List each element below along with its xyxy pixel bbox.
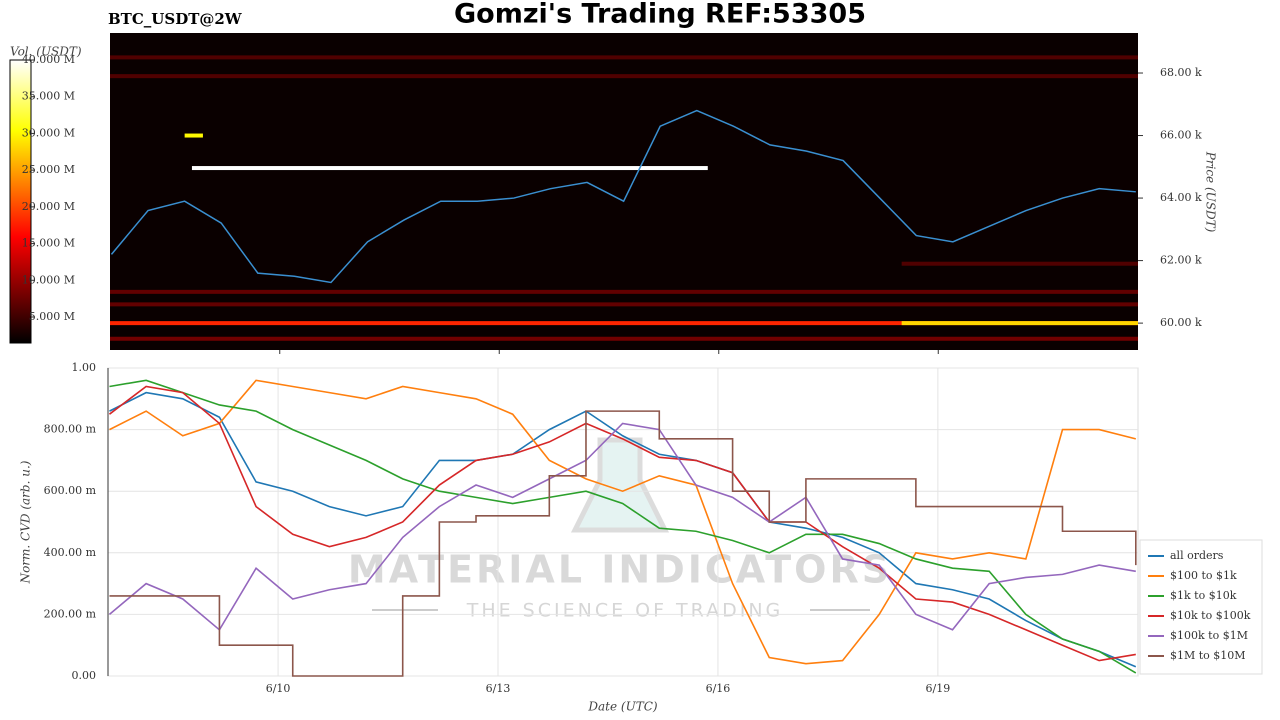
watermark: MATERIAL INDICATORS: [348, 548, 892, 592]
y-tick-label: 0.00: [72, 669, 97, 682]
heatmap-band: [110, 74, 1138, 79]
legend: [1139, 539, 1263, 675]
colorbar-tick-label: 25.000 M: [22, 163, 75, 176]
colorbar-tick-label: 5.000 M: [29, 310, 75, 323]
x-tick-label: 6/13: [486, 682, 511, 695]
heatmap-band: [110, 55, 1138, 60]
colorbar: [9, 59, 32, 344]
series-line: [108, 422, 1136, 632]
legend-label: all orders: [1170, 549, 1224, 562]
series-line: [109, 379, 1136, 665]
heatmap-band: [184, 133, 203, 138]
y-tick-label: 62.00 k: [1160, 254, 1202, 267]
heatmap-band: [901, 321, 1138, 326]
series-line: [109, 410, 1137, 677]
heatmap-band: [110, 302, 1138, 307]
x-axis-label: Date (UTC): [587, 700, 657, 714]
y-tick-label: 68.00 k: [1160, 66, 1202, 79]
watermark-logo: [570, 437, 670, 533]
series-line: [108, 385, 1136, 662]
x-tick-label: 6/16: [706, 682, 731, 695]
chart-title: Gomzi's Trading REF:53305: [454, 0, 866, 30]
series-line: [109, 391, 1137, 668]
legend-label: $1k to $10k: [1170, 589, 1237, 602]
y-tick-label: 400.00 m: [44, 546, 97, 559]
y-tick-label: 800.00 m: [44, 423, 97, 436]
colorbar-tick-label: 30.000 M: [22, 126, 75, 139]
heatmap-band: [110, 336, 1138, 341]
y-axis-label: Price (USDT): [1204, 151, 1218, 233]
colorbar-tick-label: 20.000 M: [22, 200, 75, 213]
y-tick-label: 1.00: [72, 361, 97, 374]
y-tick-label: 600.00 m: [44, 484, 97, 497]
x-tick-label: 6/19: [926, 682, 951, 695]
legend-label: $1M to $10M: [1170, 649, 1246, 662]
colorbar-tick-label: 15.000 M: [22, 237, 75, 250]
legend-label: $100k to $1M: [1170, 629, 1248, 642]
legend-label: $100 to $1k: [1170, 569, 1237, 582]
colorbar-tick-label: 10.000 M: [22, 273, 75, 286]
heatmap-band: [901, 261, 1138, 266]
y-tick-label: 200.00 m: [44, 607, 97, 620]
y-axis-label: Norm. CVD (arb. u.): [19, 460, 33, 584]
chart-subtitle: BTC_USDT@2W: [108, 10, 243, 28]
heatmap-background: [110, 33, 1138, 350]
watermark-subtitle: THE SCIENCE OF TRADING: [466, 600, 784, 622]
y-tick-label: 64.00 k: [1160, 191, 1202, 204]
series-line: [109, 379, 1137, 674]
heatmap-band: [110, 321, 1138, 326]
legend-label: $10k to $100k: [1170, 609, 1251, 622]
y-tick-label: 60.00 k: [1160, 316, 1202, 329]
series-line: [110, 109, 1136, 284]
heatmap-band: [191, 166, 708, 171]
y-tick-label: 66.00 k: [1160, 129, 1202, 142]
heatmap-band: [110, 289, 1138, 294]
colorbar-tick-label: 35.000 M: [22, 90, 75, 103]
x-tick-label: 6/10: [266, 682, 291, 695]
colorbar-label: Vol. (USDT): [10, 45, 82, 59]
colorbar-tick-label: 40.000 M: [22, 53, 75, 66]
